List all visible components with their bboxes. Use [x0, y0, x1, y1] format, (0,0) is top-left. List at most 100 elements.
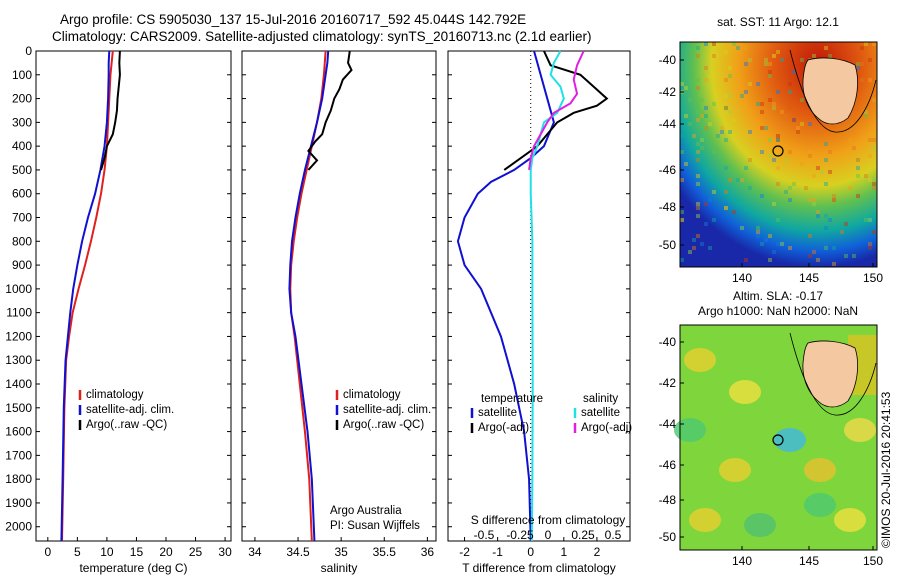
- map-lat-label: -40: [659, 335, 677, 349]
- sla-map-title-2: Argo h1000: NaN h2000: NaN: [698, 304, 858, 318]
- x-tick-label: 10: [100, 545, 114, 559]
- y-tick-label: 500: [12, 163, 32, 177]
- chart-title-line2: Climatology: CARS2009. Satellite-adjuste…: [52, 29, 592, 44]
- x-axis-label: salinity: [321, 561, 358, 575]
- y-tick-label: 1800: [5, 472, 32, 486]
- map-lat-label: -50: [659, 238, 677, 252]
- y-tick-label: 300: [12, 115, 32, 129]
- y-tick-label: 400: [12, 139, 32, 153]
- sst-map: [679, 41, 878, 268]
- sla-map: [674, 324, 878, 551]
- top-tick-label: 0: [545, 528, 552, 542]
- map-lon-label: 150: [863, 554, 883, 568]
- legend-label: climatology: [343, 389, 401, 401]
- series-line: [61, 50, 114, 542]
- legend-label: Argo(..raw -QC): [86, 419, 167, 431]
- map-lat-label: -40: [659, 53, 677, 67]
- x-tick-label: 20: [159, 545, 173, 559]
- y-tick-label: 600: [12, 187, 32, 201]
- series-line: [288, 50, 330, 542]
- top-tick-label: -0.5: [474, 528, 495, 542]
- map-lat-label: -44: [659, 417, 677, 431]
- legend-label: climatology: [86, 389, 144, 401]
- x-tick-label: 1: [560, 545, 567, 559]
- plot-frame: [447, 50, 631, 542]
- argo-float-marker: [772, 145, 784, 157]
- map-lat-label: -48: [659, 200, 677, 214]
- top-tick-label: -0.25: [506, 528, 534, 542]
- chart-title-line1: Argo profile: CS 5905030_137 15-Jul-2016…: [60, 12, 527, 27]
- y-tick-label: 1700: [5, 448, 32, 462]
- annotation-text: PI: Susan Wijffels: [330, 520, 420, 532]
- map-lon-label: 145: [799, 271, 819, 285]
- legend-label: Argo(-adj): [478, 422, 529, 434]
- x-tick-label: -2: [459, 545, 470, 559]
- series-line: [529, 50, 565, 542]
- map-lat-label: -46: [659, 163, 677, 177]
- y-tick-label: 1500: [5, 401, 32, 415]
- x-tick-label: 0: [527, 545, 534, 559]
- plot-frame: [241, 50, 437, 542]
- x-tick-label: 15: [130, 545, 144, 559]
- map-lon-label: 150: [863, 271, 883, 285]
- tasmania-land: [802, 57, 859, 125]
- x-tick-label: 36: [421, 545, 435, 559]
- top-tick-label: 0.25: [571, 528, 595, 542]
- top-tick-label: 0.5: [605, 528, 622, 542]
- map-lat-label: -42: [659, 85, 677, 99]
- legend-label: satellite-adj. clim.: [86, 404, 174, 416]
- y-tick-label: 1000: [5, 282, 32, 296]
- legend-title: temperature: [481, 393, 543, 405]
- map-lat-label: -42: [659, 376, 677, 390]
- x-tick-label: 5: [74, 545, 81, 559]
- x-tick-label: 35.5: [373, 545, 397, 559]
- y-tick-label: 1200: [5, 329, 32, 343]
- x-tick-label: 34.5: [286, 545, 310, 559]
- sla-map-title-1: Altim. SLA: -0.17: [733, 289, 823, 303]
- x-tick-label: 2: [594, 545, 601, 559]
- annotation-text: Argo Australia: [330, 505, 402, 517]
- legend-label: satellite: [478, 407, 517, 419]
- map-lat-label: -50: [659, 530, 677, 544]
- y-tick-label: 1600: [5, 425, 32, 439]
- y-tick-label: 200: [12, 92, 32, 106]
- map-lon-label: 145: [799, 554, 819, 568]
- y-tick-label: 2000: [5, 520, 32, 534]
- legend-label: Argo(..raw -QC): [343, 419, 424, 431]
- series-line: [503, 50, 609, 171]
- legend-label: satellite-adj. clim.: [343, 404, 431, 416]
- plot-frame: [35, 50, 232, 542]
- argo-float-marker-2: [772, 434, 784, 446]
- y-tick-label: 900: [12, 258, 32, 272]
- map-lat-label: -44: [659, 117, 677, 131]
- series-line: [289, 50, 327, 542]
- x-tick-label: 30: [218, 545, 232, 559]
- top-axis-label: S difference from climatology: [471, 513, 626, 527]
- y-tick-label: 1100: [6, 306, 32, 320]
- series-line: [307, 50, 353, 171]
- y-tick-label: 800: [12, 234, 32, 248]
- x-axis-label: temperature (deg C): [79, 561, 187, 575]
- map-lon-label: 140: [732, 271, 752, 285]
- legend-label: Argo(-adj): [581, 422, 632, 434]
- x-axis-label: T difference from climatology: [462, 561, 616, 575]
- x-tick-label: 35: [334, 545, 348, 559]
- legend-label: satellite: [581, 407, 620, 419]
- x-tick-label: 34: [248, 545, 262, 559]
- x-tick-label: 25: [189, 545, 203, 559]
- sst-map-title: sat. SST: 11 Argo: 12.1: [717, 15, 839, 29]
- y-tick-label: 700: [12, 211, 32, 225]
- temperature-panel: 0100200300400500600700800900100011001200…: [5, 44, 232, 575]
- y-tick-label: 100: [12, 68, 32, 82]
- series-line: [456, 50, 555, 542]
- tasmania-land-2: [802, 340, 859, 408]
- series-line: [100, 50, 121, 171]
- x-tick-label: 0: [44, 545, 51, 559]
- series-line: [528, 50, 585, 171]
- map-lat-label: -48: [659, 493, 677, 507]
- map-lat-label: -46: [659, 458, 677, 472]
- y-tick-label: 0: [25, 44, 32, 58]
- map-lon-label: 140: [732, 554, 752, 568]
- difference-panel: -2 -1 0 1 2T difference from climatologytemp…: [447, 50, 632, 575]
